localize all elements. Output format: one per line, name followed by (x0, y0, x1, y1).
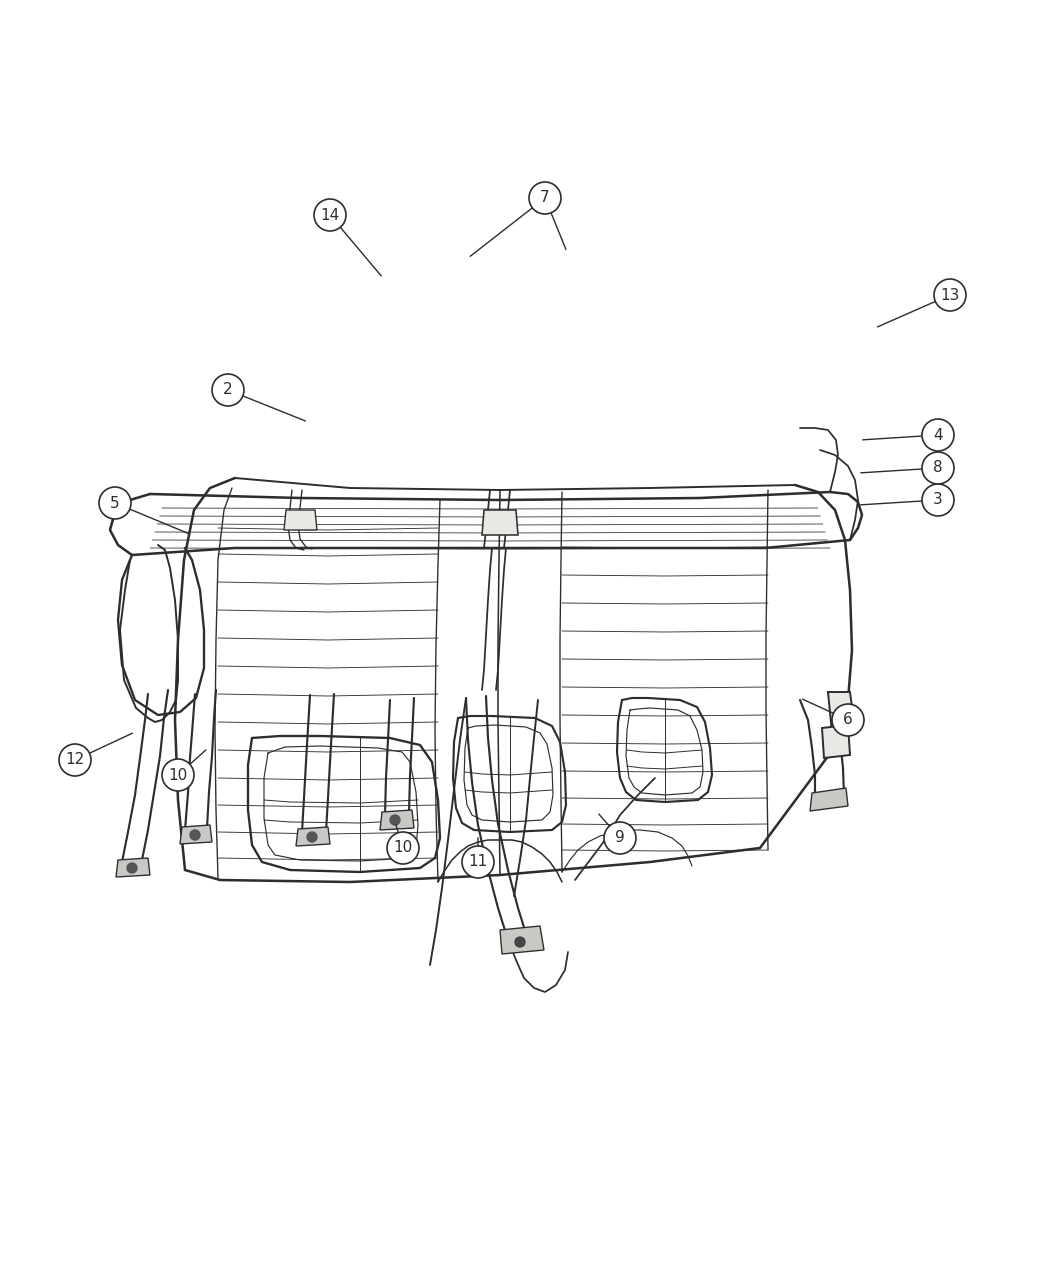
Polygon shape (380, 810, 414, 830)
Text: 10: 10 (168, 768, 188, 783)
Circle shape (307, 833, 317, 842)
Text: 6: 6 (843, 713, 853, 728)
Circle shape (529, 182, 561, 214)
Text: 13: 13 (941, 287, 960, 302)
Polygon shape (482, 510, 518, 536)
Circle shape (59, 745, 91, 776)
Text: 2: 2 (224, 382, 233, 398)
Text: 9: 9 (615, 830, 625, 845)
Polygon shape (180, 825, 212, 844)
Polygon shape (284, 510, 317, 530)
Circle shape (934, 279, 966, 311)
Circle shape (922, 419, 954, 451)
Text: 8: 8 (933, 460, 943, 476)
Circle shape (190, 830, 200, 840)
Text: 12: 12 (65, 752, 85, 768)
Circle shape (99, 487, 131, 519)
Text: 11: 11 (468, 854, 487, 870)
Text: 4: 4 (933, 427, 943, 442)
Text: 10: 10 (394, 840, 413, 856)
Text: 14: 14 (320, 208, 339, 223)
Circle shape (922, 484, 954, 516)
Text: 5: 5 (110, 496, 120, 510)
Circle shape (314, 199, 346, 231)
Circle shape (387, 833, 419, 864)
Polygon shape (500, 926, 544, 954)
Text: 7: 7 (540, 190, 550, 205)
Circle shape (922, 453, 954, 484)
Polygon shape (828, 692, 855, 733)
Circle shape (162, 759, 194, 790)
Circle shape (832, 704, 864, 736)
Circle shape (127, 863, 136, 873)
Circle shape (514, 937, 525, 947)
Circle shape (390, 815, 400, 825)
Circle shape (462, 847, 493, 878)
Polygon shape (810, 788, 848, 811)
Circle shape (604, 822, 636, 854)
Polygon shape (822, 725, 850, 759)
Circle shape (212, 374, 244, 405)
Polygon shape (116, 858, 150, 877)
Text: 3: 3 (933, 492, 943, 507)
Polygon shape (296, 827, 330, 847)
